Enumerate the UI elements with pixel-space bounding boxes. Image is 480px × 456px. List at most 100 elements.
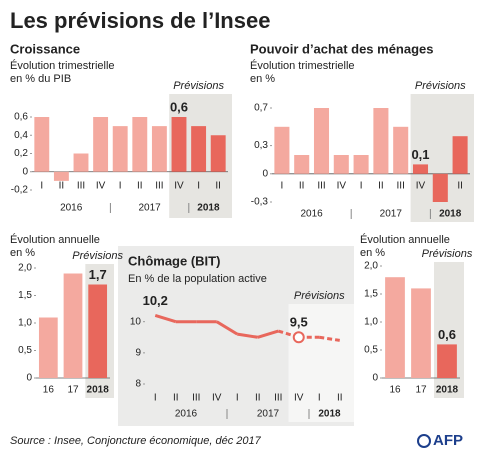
value-label: 0,6	[170, 99, 188, 114]
chart-subtitle: en %	[360, 247, 385, 259]
bar	[132, 117, 148, 172]
y-tick-label: 8	[135, 379, 141, 390]
x-tick-label: II	[378, 181, 384, 192]
group-label: 2017	[257, 409, 280, 420]
group-label: 2018	[439, 209, 462, 220]
group-label: 2016	[175, 409, 198, 420]
bar	[171, 117, 187, 172]
y-tick-label: 1,0	[18, 318, 32, 329]
x-tick-label: II	[255, 393, 261, 404]
y-tick-label: 0,3	[254, 140, 268, 151]
logo-icon	[417, 434, 431, 448]
bar	[112, 126, 128, 172]
y-tick-label: -0,2	[11, 185, 29, 196]
x-tick-label: IV	[416, 181, 426, 192]
y-tick-label: 0	[262, 168, 268, 179]
group-label: 2016	[300, 209, 323, 220]
chart-title: Chômage (BIT)	[128, 253, 220, 268]
bar	[53, 171, 69, 181]
bar	[151, 126, 167, 172]
x-tick-label: IV	[174, 181, 184, 192]
x-tick-label: II	[59, 181, 65, 192]
value-label: 9,5	[290, 315, 308, 330]
group-label: 2018	[318, 409, 341, 420]
bar	[373, 108, 389, 174]
chart-title: Croissance	[10, 41, 80, 56]
bar	[353, 155, 369, 174]
bar	[34, 117, 50, 172]
y-tick-label: 0,5	[364, 345, 378, 356]
group-label: 2018	[197, 203, 220, 214]
bar	[452, 136, 468, 174]
x-tick-label: II	[215, 181, 221, 192]
bar	[432, 173, 448, 202]
bar	[294, 155, 310, 174]
chart-subtitle: Évolution annuelle	[10, 233, 100, 246]
bar	[88, 284, 108, 378]
x-tick-label: III	[192, 393, 200, 404]
x-tick-label: II	[337, 393, 343, 404]
x-tick-label: I	[281, 181, 284, 192]
x-tick-label: II	[299, 181, 305, 192]
y-tick-label: 0,7	[254, 103, 268, 114]
x-tick-label: 17	[67, 385, 79, 396]
y-tick-label: 1,0	[364, 317, 378, 328]
x-tick-label: I	[236, 393, 239, 404]
y-tick-label: 10	[130, 316, 142, 327]
chart-subtitle: en %	[10, 247, 35, 259]
forecast-label: Prévisions	[415, 80, 466, 92]
x-tick-label: III	[155, 181, 163, 192]
bar	[393, 126, 409, 174]
bar	[411, 288, 431, 378]
value-label: 1,7	[89, 267, 107, 282]
group-label: 2016	[60, 203, 83, 214]
x-tick-label: IV	[294, 393, 304, 404]
bar	[191, 126, 207, 172]
x-tick-label: I	[197, 181, 200, 192]
y-tick-label: 0,6	[14, 112, 28, 123]
bar	[63, 273, 83, 378]
bar	[38, 317, 58, 378]
value-label: 0,6	[438, 327, 456, 342]
bar	[385, 277, 405, 378]
group-label: 2017	[380, 209, 403, 220]
x-tick-label: III	[77, 181, 85, 192]
x-tick-label: II	[457, 181, 463, 192]
y-tick-label: 2,0	[18, 263, 32, 274]
x-tick-label: 16	[389, 385, 401, 396]
line-segment	[319, 335, 340, 342]
y-tick-label: 9	[135, 347, 141, 358]
forecast-area	[288, 304, 354, 422]
bar	[412, 164, 429, 174]
x-tick-label: IV	[337, 181, 347, 192]
chart-subtitle: en %	[250, 73, 275, 85]
x-tick-label: IV	[212, 393, 222, 404]
x-tick-label: I	[40, 181, 43, 192]
forecast-label: Prévisions	[422, 248, 473, 260]
chart-subtitle: Évolution trimestrielle	[10, 59, 115, 72]
value-label: 10,2	[143, 293, 168, 308]
y-tick-label: 1,5	[18, 290, 32, 301]
line-segment	[154, 314, 177, 324]
marker	[292, 331, 305, 344]
x-tick-label: III	[274, 393, 282, 404]
forecast-label: Prévisions	[294, 290, 345, 302]
chart-subtitle: Évolution annuelle	[360, 233, 450, 246]
bar	[210, 135, 226, 172]
bar	[313, 108, 330, 174]
x-tick-label: II	[173, 393, 179, 404]
x-tick-label: II	[137, 181, 143, 192]
bar	[274, 126, 290, 174]
x-tick-label: I	[154, 393, 157, 404]
y-tick-label: 0	[26, 373, 32, 384]
bar	[437, 344, 457, 378]
chart-subtitle: Évolution trimestrielle	[250, 59, 355, 72]
page-title: Les prévisions de l’Insee	[10, 8, 270, 33]
chart-title: Pouvoir d’achat des ménages	[250, 41, 434, 56]
value-label: 0,1	[411, 147, 429, 162]
source: Source : Insee, Conjoncture économique, …	[10, 435, 262, 447]
x-tick-label: I	[318, 393, 321, 404]
x-tick-label: 2018	[436, 385, 459, 396]
x-tick-label: III	[397, 181, 405, 192]
